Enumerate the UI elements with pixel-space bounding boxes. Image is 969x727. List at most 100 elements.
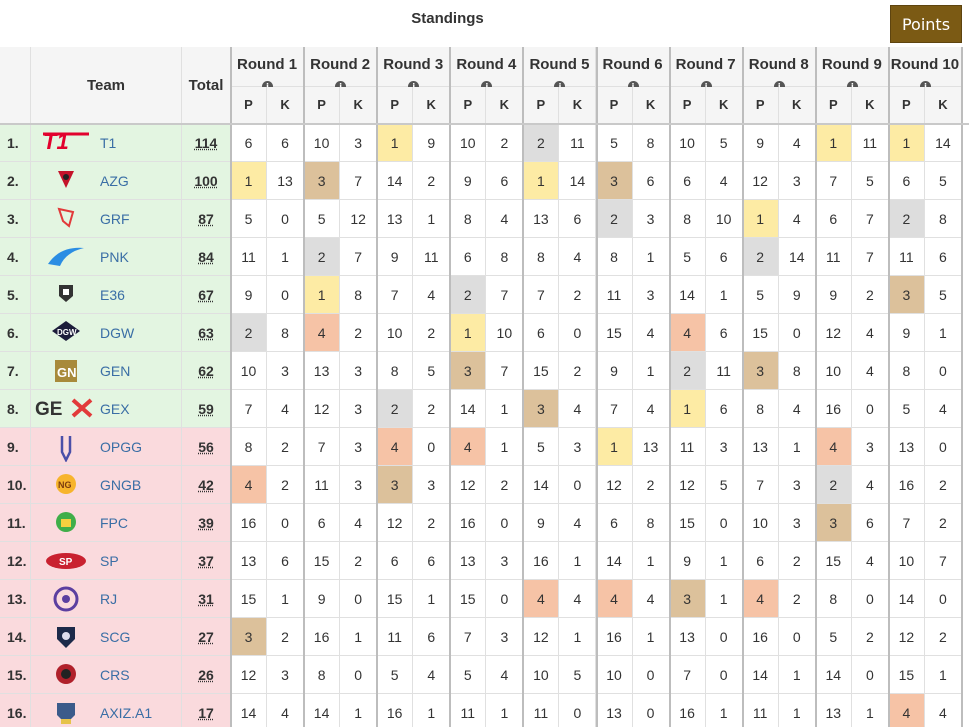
kills-cell: 2 (559, 352, 597, 390)
points-button[interactable]: Points (890, 5, 962, 43)
info-icon[interactable]: i (773, 81, 785, 92)
team-link[interactable]: E36 (100, 287, 125, 303)
opgg-logo-icon[interactable] (35, 434, 97, 465)
placement-cell: 10 (450, 124, 487, 162)
info-icon[interactable]: i (627, 81, 639, 92)
placement-cell: 15 (596, 314, 633, 352)
gen-logo-icon[interactable]: GN (35, 358, 97, 387)
e36-logo-icon[interactable] (35, 282, 97, 307)
placement-cell: 13 (377, 200, 414, 238)
crs-logo-icon[interactable] (35, 662, 97, 689)
kills-cell: 3 (413, 466, 451, 504)
kills-cell: 6 (413, 618, 451, 656)
t1-logo-icon[interactable]: T1 (35, 129, 97, 155)
header-total: Total (182, 47, 231, 125)
rank-cell: 14. (0, 618, 31, 656)
round-separator (303, 47, 306, 727)
team-link[interactable]: AXIZ.A1 (100, 705, 153, 721)
kills-cell: 9 (778, 276, 816, 314)
kills-cell: 1 (851, 694, 889, 727)
kills-cell: 6 (559, 200, 597, 238)
placement-cell: 9 (231, 276, 267, 314)
round-separator (741, 47, 744, 727)
placement-cell: 8 (304, 656, 341, 694)
axiz-logo-icon[interactable] (35, 700, 97, 727)
team-link[interactable]: RJ (100, 591, 118, 607)
info-icon[interactable]: i (554, 81, 566, 92)
placement-cell: 14 (669, 276, 706, 314)
placement-cell: 2 (377, 390, 414, 428)
kills-cell: 4 (851, 466, 889, 504)
team-link[interactable]: FPC (100, 515, 128, 531)
pnk-logo-icon[interactable] (35, 244, 97, 271)
placement-cell: 14 (815, 656, 852, 694)
sp-logo-icon[interactable]: SP (35, 548, 97, 575)
team-link[interactable]: SP (100, 553, 119, 569)
header-round-10: Round 10i (888, 47, 962, 92)
placement-cell: 4 (377, 428, 414, 466)
team-cell: AZG (31, 162, 182, 200)
team-link[interactable]: T1 (100, 135, 117, 151)
header-k: K (413, 87, 451, 125)
kills-cell: 4 (559, 238, 597, 276)
team-link[interactable]: OPGG (100, 439, 143, 455)
round-separator (887, 47, 890, 727)
kills-cell: 1 (486, 428, 524, 466)
info-icon[interactable]: i (335, 81, 347, 92)
header-k: K (851, 87, 889, 125)
placement-cell: 1 (450, 314, 487, 352)
kills-cell: 0 (778, 618, 816, 656)
team-cell: GE GEX (31, 390, 182, 428)
kills-cell: 3 (705, 428, 743, 466)
header-team: Team (31, 47, 182, 125)
grf-logo-icon[interactable] (35, 206, 97, 231)
placement-cell: 4 (815, 428, 852, 466)
team-link[interactable]: GRF (100, 211, 130, 227)
team-link[interactable]: GEX (100, 401, 130, 417)
info-icon[interactable]: i (919, 81, 931, 92)
placement-cell: 12 (304, 390, 341, 428)
info-icon[interactable]: i (481, 81, 493, 92)
scg-logo-icon[interactable] (35, 624, 97, 653)
info-icon[interactable]: i (846, 81, 858, 92)
placement-cell: 12 (669, 466, 706, 504)
info-icon[interactable]: i (408, 81, 420, 92)
total-points: 100 (182, 162, 231, 200)
header-k: K (267, 87, 305, 125)
team-link[interactable]: CRS (100, 667, 130, 683)
kills-cell: 3 (267, 656, 305, 694)
gngb-logo-icon[interactable]: NG (35, 472, 97, 499)
kills-cell: 8 (267, 314, 305, 352)
team-link[interactable]: DGW (100, 325, 135, 341)
team-link[interactable]: PNK (100, 249, 129, 265)
team-link[interactable]: GNGB (100, 477, 142, 493)
placement-cell: 16 (231, 504, 267, 542)
placement-cell: 2 (596, 200, 633, 238)
placement-cell: 7 (742, 466, 779, 504)
team-link[interactable]: SCG (100, 629, 131, 645)
total-points: 63 (182, 314, 231, 352)
placement-cell: 13 (815, 694, 852, 727)
header-k: K (705, 87, 743, 125)
kills-cell: 2 (924, 504, 962, 542)
kills-cell: 1 (340, 618, 378, 656)
azg-logo-icon[interactable] (35, 168, 97, 193)
rj-logo-icon[interactable] (35, 586, 97, 615)
rank-cell: 13. (0, 580, 31, 618)
kills-cell: 4 (924, 694, 962, 727)
info-icon[interactable]: i (700, 81, 712, 92)
team-link[interactable]: AZG (100, 173, 129, 189)
kills-cell: 0 (559, 694, 597, 727)
team-link[interactable]: GEN (100, 363, 131, 379)
info-icon[interactable]: i (262, 81, 274, 92)
dgw-logo-icon[interactable]: DGW (35, 320, 97, 345)
fpc-logo-icon[interactable] (35, 510, 97, 537)
rank-cell: 15. (0, 656, 31, 694)
gex-logo-icon[interactable]: GE (35, 396, 97, 423)
placement-cell: 16 (888, 466, 925, 504)
team-cell: SCG (31, 618, 182, 656)
kills-cell: 7 (340, 238, 378, 276)
placement-cell: 1 (888, 124, 925, 162)
rank-cell: 5. (0, 276, 31, 314)
placement-cell: 3 (596, 162, 633, 200)
